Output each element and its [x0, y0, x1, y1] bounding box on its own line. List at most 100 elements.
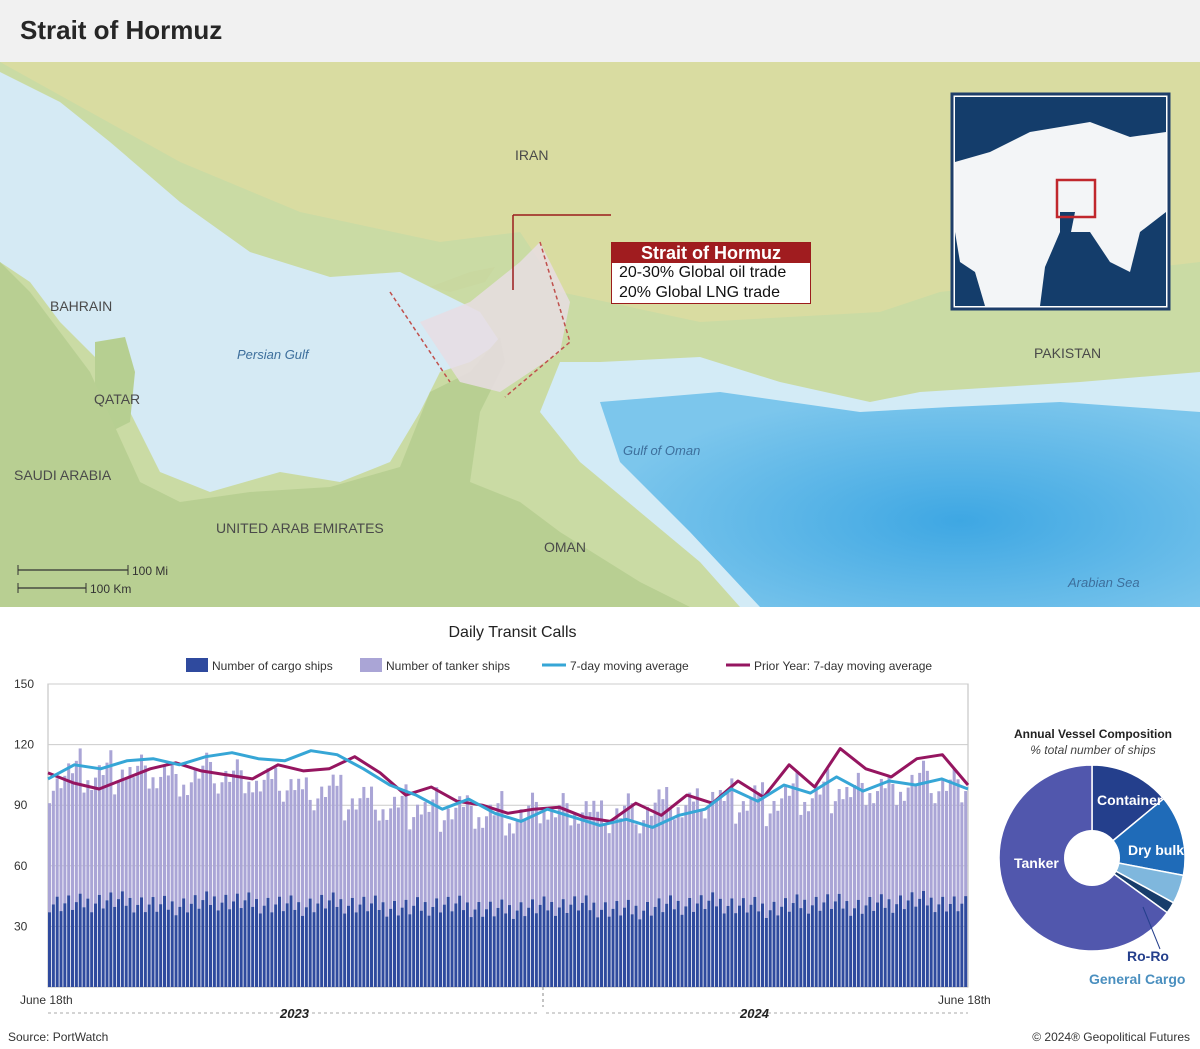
cargo-bar [94, 903, 98, 987]
tanker-bar [442, 820, 446, 905]
tanker-bar [776, 810, 780, 916]
cargo-bar [128, 897, 132, 987]
header-bar: Strait of Hormuz [0, 0, 1200, 62]
label-pakistan: PAKISTAN [1034, 345, 1101, 361]
strait-boundary [389, 241, 571, 398]
tanker-bar [113, 794, 117, 907]
x-end-label: June 18th [938, 993, 991, 1007]
cargo-bar [730, 898, 734, 987]
cargo-bar [235, 893, 239, 987]
tanker-bar [956, 779, 960, 912]
label-arabian-sea: Arabian Sea [1067, 575, 1140, 590]
tanker-bar [899, 791, 903, 896]
cargo-bar [853, 908, 857, 987]
label-iran: IRAN [515, 147, 548, 163]
cargo-bar [776, 915, 780, 987]
cargo-bar [596, 917, 600, 987]
cargo-bar [186, 912, 190, 987]
tanker-bar [205, 752, 209, 892]
tanker-bar [278, 790, 282, 897]
cargo-bar [293, 909, 297, 987]
tanker-bar [159, 776, 163, 905]
tanker-bar [312, 810, 316, 913]
tanker-bar [814, 785, 818, 897]
cargo-bar [496, 907, 500, 987]
tanker-bar [304, 777, 308, 908]
tanker-bar [531, 792, 535, 900]
cargo-bar [891, 912, 895, 987]
cargo-bar [462, 910, 466, 987]
tanker-bar [523, 818, 527, 917]
cargo-bar [718, 898, 722, 987]
tanker-bar [711, 791, 715, 893]
tanker-bar [841, 799, 845, 909]
tanker-bar [726, 789, 730, 906]
cargo-bar [220, 902, 224, 987]
tanker-bar [964, 791, 968, 897]
cargo-bar [580, 902, 584, 987]
cargo-bar [653, 906, 657, 987]
inset-highlight-box [1055, 178, 1097, 219]
cargo-bar [864, 905, 868, 987]
cargo-bar [439, 912, 443, 987]
tanker-bar [412, 817, 416, 906]
callout-title: Strait of Hormuz [612, 243, 810, 263]
tanker-bar [55, 778, 59, 897]
cargo-bar [680, 914, 684, 987]
cargo-bar [193, 895, 197, 987]
cargo-bar [895, 904, 899, 987]
tanker-bar [764, 826, 768, 918]
cargo-bar [872, 910, 876, 987]
tanker-bar [347, 809, 351, 906]
cargo-bar [741, 898, 745, 987]
copyright-note: © 2024® Geopolitical Futures [1032, 1030, 1190, 1044]
tanker-bar [864, 805, 868, 906]
tanker-bar [423, 802, 427, 903]
inset-locator-map [950, 92, 1171, 311]
tanker-bar [891, 783, 895, 913]
iran-plateau [0, 62, 1200, 322]
tanker-bar [634, 824, 638, 906]
cargo-bar [557, 907, 561, 987]
cargo-bar [419, 910, 423, 987]
tanker-bar [124, 779, 128, 906]
cargo-bar [738, 905, 742, 987]
tanker-bar [251, 792, 255, 907]
tanker-bar [922, 760, 926, 892]
cargo-bar [431, 906, 435, 987]
tanker-bar [109, 750, 113, 893]
cargo-bar [201, 900, 205, 987]
cargo-bar [327, 900, 331, 987]
tanker-bar [676, 807, 680, 901]
tanker-bar [82, 792, 86, 908]
cargo-bar [841, 908, 845, 987]
tanker-bar [906, 787, 910, 901]
cargo-bar [646, 901, 650, 987]
cargo-bar [389, 908, 393, 987]
cargo-bar [814, 896, 818, 987]
tanker-bar [703, 818, 707, 910]
tanker-bar [860, 782, 864, 914]
tanker-bar [301, 789, 305, 916]
cargo-bar [316, 903, 320, 987]
cargo-bar [189, 903, 193, 987]
tanker-bar [753, 785, 757, 897]
cargo-bar [308, 898, 312, 987]
cargo-bar [435, 898, 439, 987]
cargo-bar [542, 896, 546, 987]
vessel-pie: Container Dry bulk Tanker Ro-Ro General Carg… [998, 764, 1186, 987]
tanker-bar [285, 790, 289, 904]
label-persian-gulf: Persian Gulf [237, 347, 310, 362]
cargo-bar [120, 891, 124, 987]
tanker-bar [550, 807, 554, 902]
cargo-bar [749, 904, 753, 987]
tanker-bar [201, 765, 205, 901]
cargo-bar [335, 906, 339, 987]
tanker-bar [232, 770, 236, 902]
arabia-land [0, 262, 690, 607]
cargo-bar [481, 916, 485, 987]
tanker-bar [527, 805, 531, 908]
cargo-bar [845, 901, 849, 987]
label-bahrain: BAHRAIN [50, 298, 112, 314]
cargo-bar [826, 894, 830, 987]
